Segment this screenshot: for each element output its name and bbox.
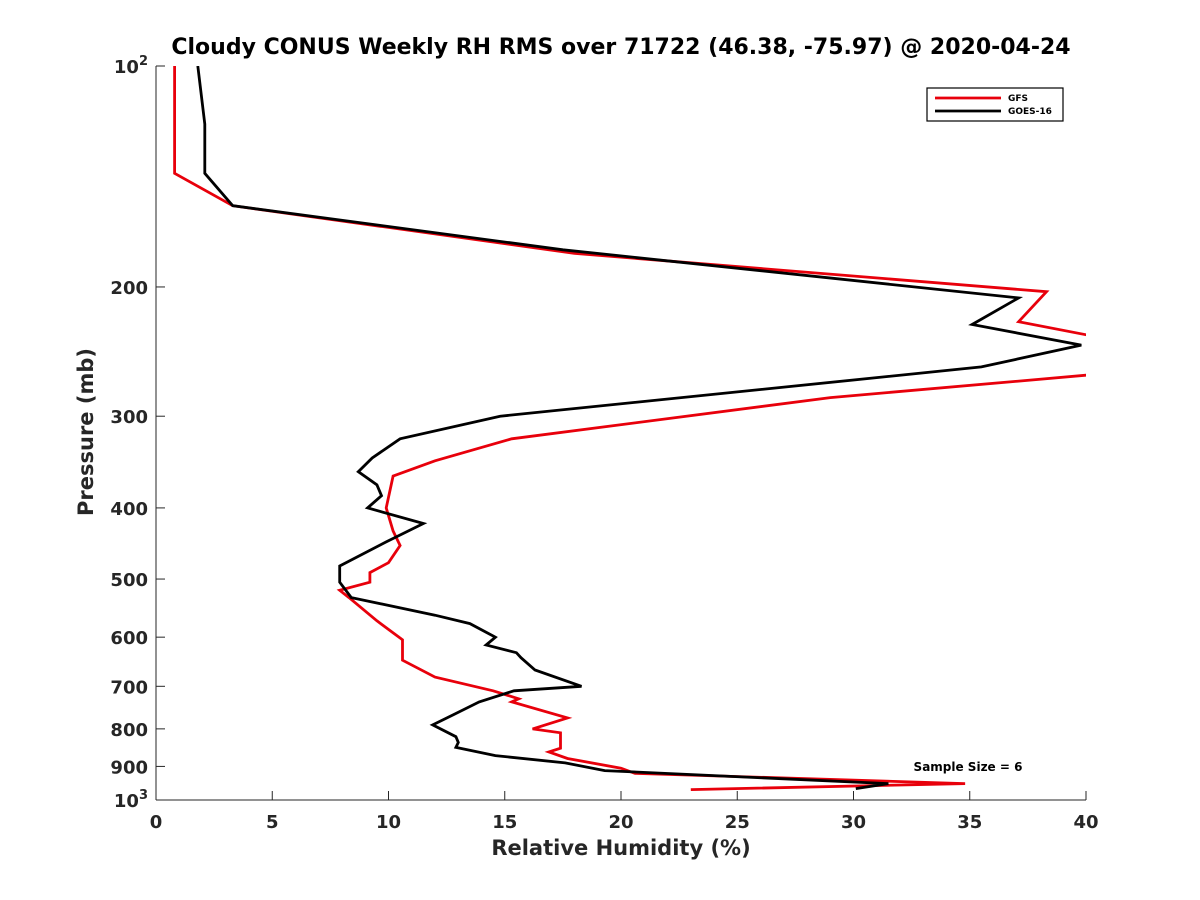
x-tick-label: 30 [841,812,866,833]
x-tick-label: 35 [957,812,982,833]
series-line-gfs [173,66,1086,791]
y-tick-label: 300 [110,407,148,428]
legend: GFS GOES-16 [926,87,1064,122]
y-axis-label: Pressure (mb) [74,348,98,516]
y-tick-label: 400 [110,499,148,520]
series-line-goes-16 [196,66,1082,790]
legend-box [926,87,1064,122]
x-tick-label: 15 [492,812,517,833]
y-tick-label: 103 [114,788,148,812]
y-tick-label: 700 [110,677,148,698]
chart-title: Cloudy CONUS Weekly RH RMS over 71722 (4… [171,35,1070,60]
x-tick-label: 25 [725,812,750,833]
y-tick-label: 200 [110,278,148,299]
y-tick-label: 800 [110,720,148,741]
legend-label-gfs: GFS [1008,94,1028,104]
plot-area: 0 5 10 15 20 25 30 35 40 102 200 300 400 500 600 700 800… [110,54,1098,833]
legend-label-goes-16: GOES-16 [1008,107,1052,117]
x-tick-label: 10 [376,812,401,833]
y-tick-label: 600 [110,628,148,649]
x-tick-label: 40 [1073,812,1098,833]
y-tick-label: 102 [114,54,148,78]
x-tick-label: 20 [608,812,633,833]
y-tick-label: 900 [110,757,148,778]
x-tick-label: 5 [266,812,279,833]
y-tick-label: 500 [110,570,148,591]
sample-size-annotation: Sample Size = 6 [914,760,1023,774]
x-axis-label: Relative Humidity (%) [491,836,750,860]
x-tick-label: 0 [150,812,163,833]
